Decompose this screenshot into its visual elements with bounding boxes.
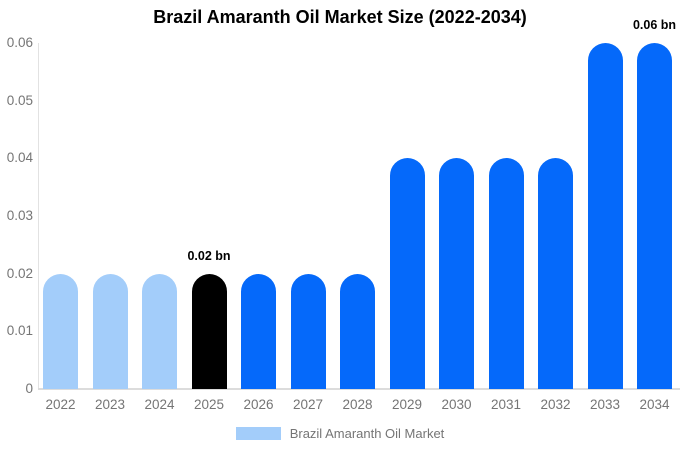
- bar-2028[interactable]: [340, 273, 375, 389]
- bar-2030[interactable]: [439, 158, 474, 389]
- x-label-2030: 2030: [441, 397, 472, 412]
- x-label-2026: 2026: [243, 397, 274, 412]
- bar-2033[interactable]: [587, 43, 623, 389]
- bar-2022[interactable]: [43, 273, 78, 389]
- x-label-2024: 2024: [144, 397, 175, 412]
- bar-2027[interactable]: [290, 273, 326, 389]
- y-tick-0.02: 0.02: [6, 265, 33, 281]
- bar-2034[interactable]: [637, 43, 672, 389]
- y-axis-line: [38, 43, 39, 389]
- bar-2031[interactable]: [488, 158, 524, 389]
- x-label-2027: 2027: [292, 397, 324, 412]
- bar-2023[interactable]: [92, 273, 128, 389]
- x-label-2025: 2025: [193, 397, 225, 412]
- bar-2025[interactable]: [191, 273, 227, 389]
- x-label-2033: 2033: [589, 397, 621, 412]
- x-axis-line: [38, 388, 680, 390]
- x-label-2023: 2023: [94, 397, 126, 412]
- x-label-2022: 2022: [45, 397, 76, 412]
- bar-2024[interactable]: [142, 273, 177, 389]
- legend-swatch[interactable]: [235, 427, 281, 440]
- value-label-2034: 0.06 bn: [632, 18, 677, 32]
- x-label-2031: 2031: [490, 397, 522, 412]
- chart-title: Brazil Amaranth Oil Market Size (2022-20…: [153, 7, 527, 27]
- value-label-2025: 0.02 bn: [187, 248, 231, 263]
- legend-label[interactable]: Brazil Amaranth Oil Market: [289, 426, 445, 441]
- y-tick-0.04: 0.04: [6, 150, 33, 166]
- bar-2032[interactable]: [538, 158, 573, 389]
- y-tick-0: 0: [25, 381, 33, 396]
- y-tick-0.03: 0.03: [6, 208, 33, 223]
- x-label-2034: 2034: [639, 397, 670, 412]
- y-tick-0.01: 0.01: [6, 323, 33, 339]
- bar-2029[interactable]: [389, 158, 425, 389]
- x-label-2029: 2029: [391, 397, 423, 412]
- x-label-2032: 2032: [540, 397, 571, 412]
- x-label-2028: 2028: [342, 397, 373, 412]
- y-tick-0.06: 0.06: [6, 35, 33, 50]
- legend[interactable]: Brazil Amaranth Oil Market: [0, 426, 680, 441]
- bar-2026[interactable]: [241, 273, 276, 389]
- y-tick-0.05: 0.05: [6, 92, 33, 108]
